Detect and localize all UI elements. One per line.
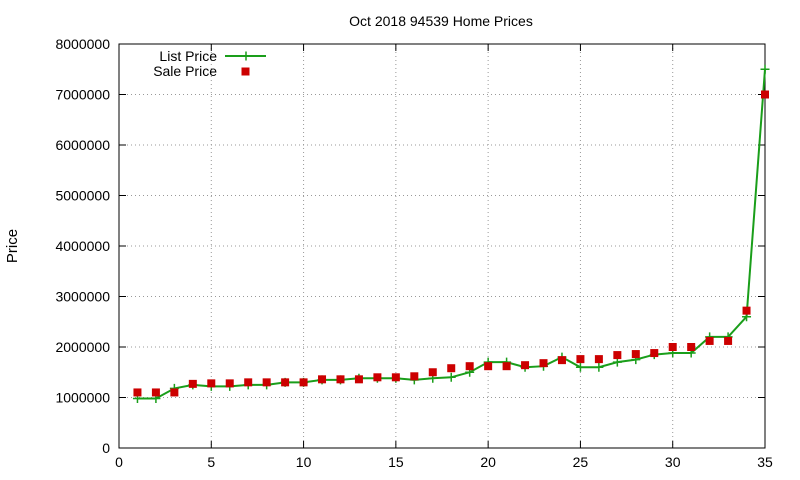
x-tick-label: 30 [665, 454, 681, 470]
legend-marker-list-price [241, 51, 251, 61]
sale-price-point [151, 388, 160, 397]
sale-price-point [188, 379, 197, 388]
list-price-point [594, 362, 604, 372]
sale-price-point [336, 375, 345, 384]
list-price-point [760, 64, 770, 74]
sale-price-point [576, 355, 585, 364]
sale-price-point [391, 373, 400, 382]
x-tick-label: 10 [296, 454, 312, 470]
sale-price-point [299, 378, 308, 387]
sale-price-point [521, 361, 530, 370]
y-tick-label: 8000000 [55, 36, 110, 52]
sale-price-point [262, 378, 271, 387]
sale-price-point [613, 351, 622, 360]
legend: List Price Sale Price [153, 48, 266, 79]
sale-price-point [539, 359, 548, 368]
x-tick-label: 0 [115, 454, 123, 470]
sale-price-point [170, 388, 179, 397]
legend-label-sale-price: Sale Price [153, 63, 217, 79]
legend-label-list-price: List Price [159, 48, 217, 64]
sale-price-point [631, 350, 640, 359]
y-tick-label: 6000000 [55, 137, 110, 153]
sale-price-point [465, 362, 474, 371]
sale-price-point [705, 336, 714, 345]
sale-price-point [133, 388, 142, 397]
series-layer [132, 64, 770, 404]
x-tick-label: 20 [480, 454, 496, 470]
x-tick-label: 15 [388, 454, 404, 470]
y-tick-label: 1000000 [55, 390, 110, 406]
y-tick-label: 3000000 [55, 289, 110, 305]
sale-price-point [447, 364, 456, 373]
y-tick-label: 4000000 [55, 238, 110, 254]
sale-price-point [207, 379, 216, 388]
sale-price-point [410, 372, 419, 381]
list-price-point [446, 372, 456, 382]
y-tick-label: 2000000 [55, 339, 110, 355]
grid-lines [119, 44, 765, 448]
sale-price-point [742, 306, 751, 315]
sale-price-point [687, 343, 696, 351]
x-tick-labels: 0 5 10 15 20 25 30 35 [115, 454, 773, 470]
sale-price-point [354, 375, 363, 384]
sale-price-point [724, 336, 733, 345]
sale-price-point [244, 378, 253, 387]
sale-price-point [373, 373, 382, 382]
y-tick-label: 7000000 [55, 87, 110, 103]
chart-title: Oct 2018 94539 Home Prices [349, 13, 533, 29]
x-tick-label: 25 [573, 454, 589, 470]
x-tick-label: 5 [207, 454, 215, 470]
y-tick-label: 5000000 [55, 188, 110, 204]
sale-price-point [502, 362, 511, 371]
legend-marker-sale-price [241, 67, 250, 76]
axis-ticks [118, 43, 766, 449]
sale-price-point [650, 349, 659, 358]
sale-price-point [318, 375, 327, 384]
sale-price-point [428, 368, 437, 377]
y-axis-label: Price [4, 229, 21, 263]
y-tick-labels: 0 1000000 2000000 3000000 4000000 5000000 6000… [55, 36, 110, 456]
sale-price-point [281, 378, 290, 387]
y-tick-label: 0 [102, 440, 110, 456]
list-price-point [575, 362, 585, 372]
list-price-point [612, 357, 622, 367]
x-tick-label: 35 [757, 454, 773, 470]
sale-price-point [557, 356, 566, 365]
sale-price-point [668, 343, 677, 351]
sale-price-point [594, 355, 603, 364]
sale-price-point [761, 90, 769, 99]
sale-price-point [484, 362, 493, 371]
sale-price-point [225, 379, 234, 388]
